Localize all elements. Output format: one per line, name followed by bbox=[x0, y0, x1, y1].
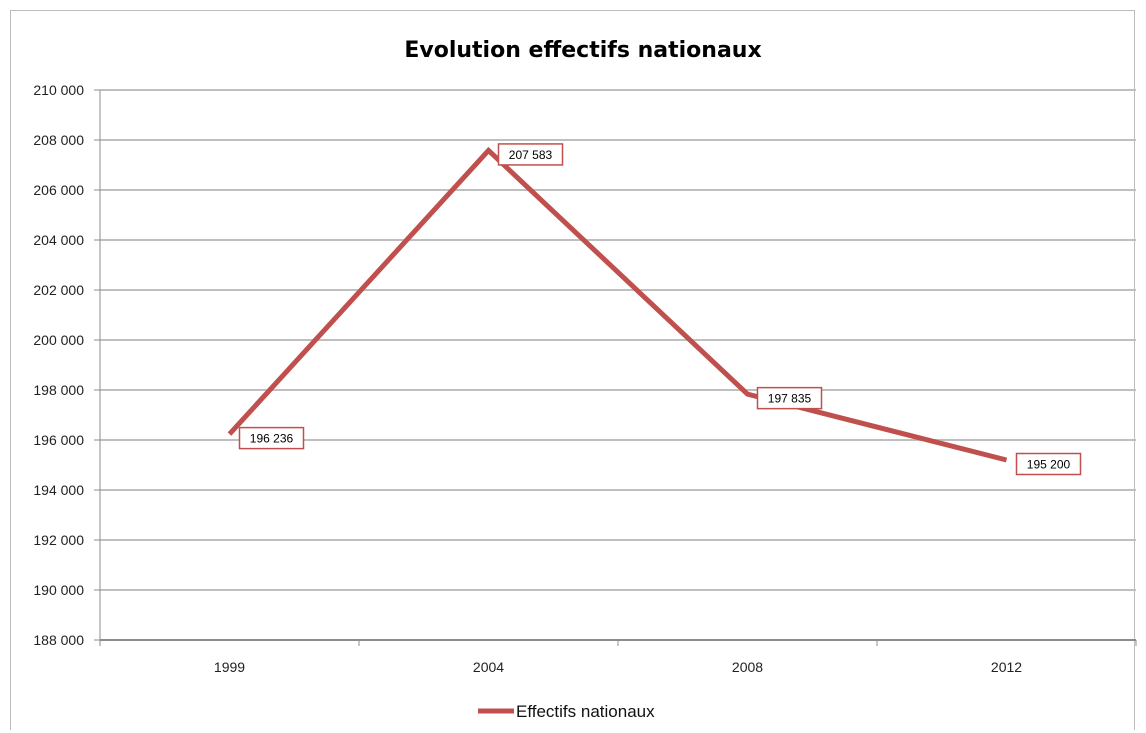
legend-label: Effectifs nationaux bbox=[516, 702, 655, 721]
x-tick-label: 2004 bbox=[473, 659, 504, 675]
data-labels: 196 236 207 583 197 835 195 200 bbox=[238, 143, 1082, 476]
y-tick-label: 198 000 bbox=[33, 382, 84, 398]
x-axis: 1999 2004 2008 2012 bbox=[99, 639, 1137, 675]
data-label-text: 197 835 bbox=[768, 392, 812, 406]
data-label: 195 200 bbox=[1015, 452, 1082, 476]
chart-frame bbox=[10, 10, 1135, 730]
data-label-box bbox=[238, 426, 305, 450]
y-tick-label: 210 000 bbox=[33, 82, 84, 98]
y-tick-label: 196 000 bbox=[33, 432, 84, 448]
y-axis: 188 000 190 000 192 000 194 000 196 000 198 0… bbox=[33, 82, 101, 648]
series-line bbox=[227, 146, 1008, 463]
data-label-box bbox=[756, 386, 823, 410]
x-tick-label: 2008 bbox=[732, 659, 763, 675]
x-tick-label: 2012 bbox=[991, 659, 1022, 675]
data-label-text: 196 236 bbox=[250, 432, 294, 446]
y-tick-label: 208 000 bbox=[33, 132, 84, 148]
x-tick-label: 1999 bbox=[214, 659, 245, 675]
data-label: 196 236 bbox=[238, 426, 305, 450]
data-label: 207 583 bbox=[497, 143, 564, 166]
y-tick-label: 190 000 bbox=[33, 582, 84, 598]
y-tick-label: 188 000 bbox=[33, 632, 84, 648]
y-tick-label: 200 000 bbox=[33, 332, 84, 348]
data-label-box bbox=[1015, 452, 1082, 476]
y-tick-label: 192 000 bbox=[33, 532, 84, 548]
data-label-text: 207 583 bbox=[509, 148, 553, 162]
series-layer bbox=[227, 146, 1008, 463]
y-tick-label: 206 000 bbox=[33, 182, 84, 198]
legend: Effectifs nationaux bbox=[478, 702, 655, 721]
gridlines bbox=[100, 89, 1136, 641]
data-label-box bbox=[497, 143, 564, 166]
y-tick-label: 202 000 bbox=[33, 282, 84, 298]
chart-title: Evolution effectifs nationaux bbox=[404, 38, 761, 63]
y-tick-label: 204 000 bbox=[33, 232, 84, 248]
y-tick-label: 194 000 bbox=[33, 482, 84, 498]
data-label-text: 195 200 bbox=[1027, 458, 1071, 472]
data-label: 197 835 bbox=[756, 386, 823, 410]
